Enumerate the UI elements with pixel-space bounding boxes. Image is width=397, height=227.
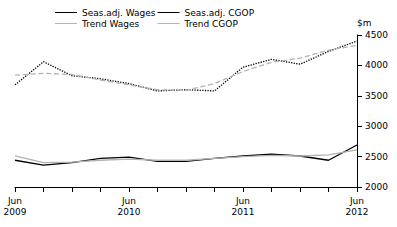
svg-text:Jun: Jun [121, 196, 136, 206]
svg-text:3000: 3000 [365, 121, 388, 131]
svg-text:2000: 2000 [365, 182, 388, 192]
svg-text:2012: 2012 [346, 207, 369, 217]
svg-text:2010: 2010 [118, 207, 141, 217]
svg-text:Jun: Jun [349, 196, 364, 206]
svg-text:Trend Wages: Trend Wages [81, 19, 140, 29]
svg-text:4000: 4000 [365, 60, 388, 70]
svg-text:2011: 2011 [232, 207, 255, 217]
svg-text:2500: 2500 [365, 152, 388, 162]
svg-text:$m: $m [357, 18, 372, 28]
svg-text:Jun: Jun [7, 196, 22, 206]
svg-text:4500: 4500 [365, 30, 388, 40]
svg-text:Trend CGOP: Trend CGOP [184, 19, 239, 29]
svg-text:2009: 2009 [4, 207, 27, 217]
svg-text:Jun: Jun [235, 196, 250, 206]
svg-text:3500: 3500 [365, 91, 388, 101]
svg-text:Seas.adj. CGOP: Seas.adj. CGOP [185, 8, 255, 18]
svg-text:Seas.adj. Wages: Seas.adj. Wages [82, 8, 156, 18]
